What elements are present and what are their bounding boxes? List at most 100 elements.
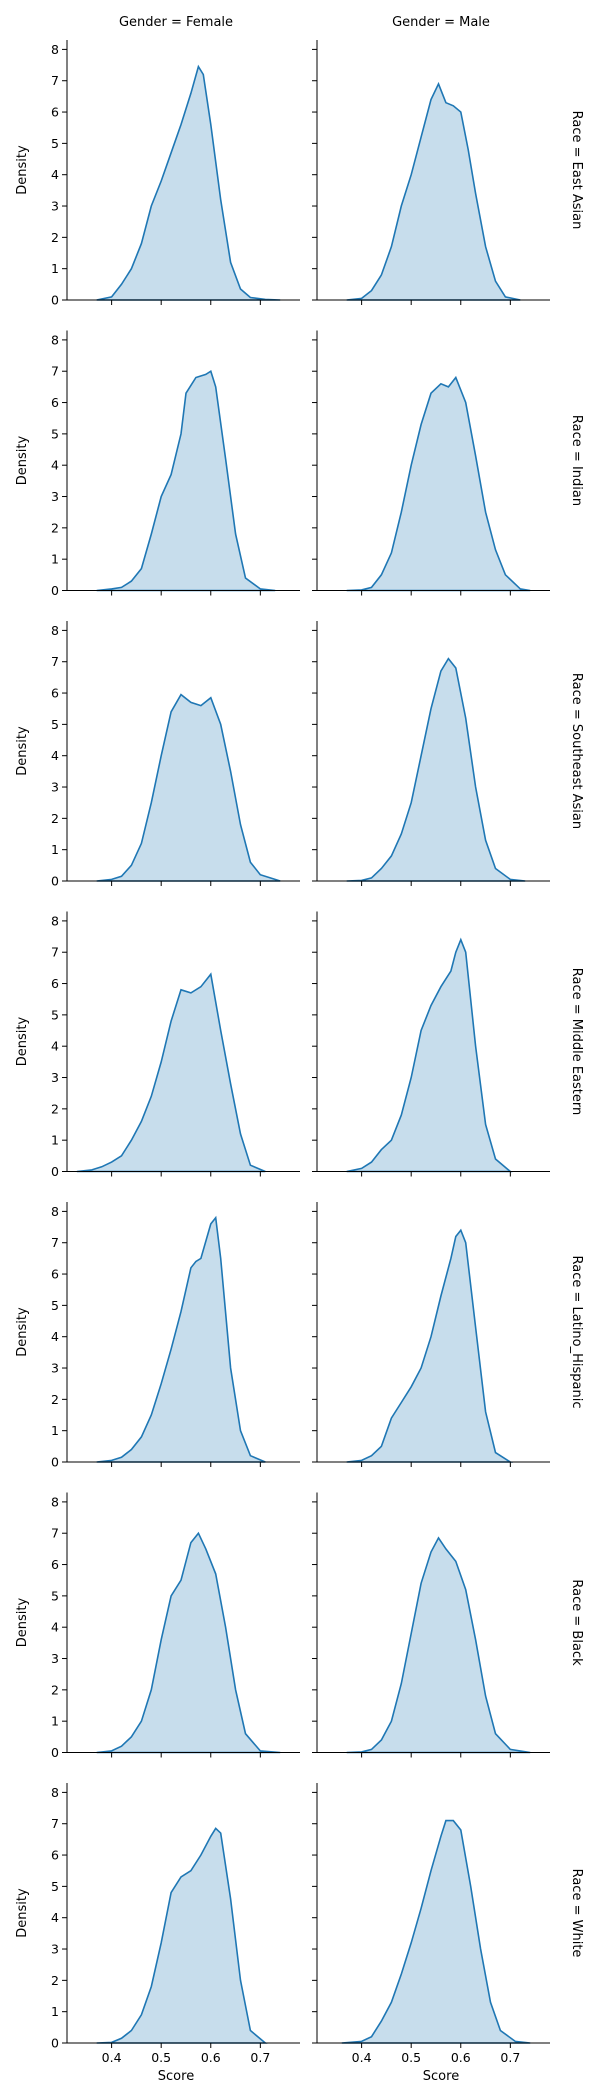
- facet-panel-r0-c0: 0 1 2 3 4 5 6 7 8 Density: [15, 40, 300, 308]
- y-tick-label: 2: [51, 230, 59, 245]
- density-curve: [96, 1531, 281, 1754]
- y-tick-label: 0: [51, 2036, 59, 2051]
- y-tick-label: 3: [51, 1651, 59, 1666]
- facet-panel-r3-c1: Race = Middle Eastern: [312, 911, 584, 1177]
- y-tick-label: 1: [51, 2004, 59, 2019]
- y-axis-label: Density: [15, 1016, 30, 1066]
- y-tick-label: 4: [51, 1620, 59, 1635]
- y-tick-label: 1: [51, 842, 59, 857]
- density-curve: [341, 1819, 531, 2044]
- y-tick-label: 5: [51, 1588, 59, 1603]
- x-axis-titles: Score Score: [158, 2069, 459, 2084]
- y-axis-label: Density: [15, 726, 30, 776]
- density-curve: [346, 1536, 531, 1754]
- y-tick-label: 2: [51, 1101, 59, 1116]
- y-tick-label: 6: [51, 1267, 59, 1282]
- y-tick-label: 5: [51, 136, 59, 151]
- x-tick-label: 0.5: [401, 2050, 421, 2065]
- facet-panel-r1-c1: Race = Indian: [312, 330, 584, 596]
- y-axis-label: Density: [15, 435, 30, 485]
- x-tick-label: 0.7: [250, 2050, 270, 2065]
- y-axis-label: Density: [15, 1597, 30, 1647]
- y-tick-label: 8: [51, 1494, 59, 1509]
- y-tick-label: 2: [51, 1392, 59, 1407]
- x-tick-label: 0.7: [500, 2050, 520, 2065]
- x-tick-label: 0.4: [102, 2050, 122, 2065]
- y-tick-label: 6: [51, 686, 59, 701]
- row-title: Race = Middle Eastern: [569, 968, 584, 1116]
- column-titles: Gender = Female Gender = Male: [119, 15, 490, 30]
- density-curve: [96, 693, 281, 882]
- col-title-female: Gender = Female: [119, 15, 233, 30]
- facet-panel-r0-c1: Race = East Asian: [312, 40, 584, 305]
- y-tick-label: 2: [51, 811, 59, 826]
- density-curve: [346, 1228, 514, 1463]
- y-tick-label: 6: [51, 395, 59, 410]
- y-tick-label: 7: [51, 654, 59, 669]
- y-tick-label: 3: [51, 780, 59, 795]
- y-tick-label: 5: [51, 1879, 59, 1894]
- x-tick-label: 0.5: [151, 2050, 171, 2065]
- y-tick-label: 7: [51, 1526, 59, 1541]
- y-tick-label: 1: [51, 1714, 59, 1729]
- density-curve: [346, 657, 526, 882]
- density-curve: [346, 375, 531, 592]
- x-tick-label: 0.6: [451, 2050, 471, 2065]
- density-curve: [96, 64, 281, 301]
- facet-panel-r4-c1: Race = Latino_Hispanic: [312, 1202, 584, 1467]
- y-tick-label: 8: [51, 332, 59, 347]
- density-curve: [96, 369, 276, 592]
- y-tick-label: 7: [51, 1235, 59, 1250]
- y-axis-label: Density: [15, 1307, 30, 1357]
- y-tick-label: 0: [51, 1455, 59, 1470]
- x-tick-label: 0.4: [352, 2050, 372, 2065]
- y-tick-label: 7: [51, 945, 59, 960]
- y-tick-label: 0: [51, 583, 59, 598]
- y-tick-label: 0: [51, 874, 59, 889]
- row-title: Race = Southeast Asian: [569, 673, 584, 829]
- y-tick-label: 4: [51, 458, 59, 473]
- y-tick-label: 3: [51, 489, 59, 504]
- facet-panel-r6-c0: 0 1 2 3 4 5 6 7 8 0.4 0.5 0.6 0.7 Density: [15, 1783, 300, 2065]
- y-tick-label: 4: [51, 1039, 59, 1054]
- y-tick-label: 3: [51, 1361, 59, 1376]
- y-tick-label: 5: [51, 426, 59, 441]
- row-title: Race = White: [569, 1869, 584, 1958]
- y-tick-label: 2: [51, 1682, 59, 1697]
- y-tick-label: 1: [51, 1423, 59, 1438]
- y-tick-label: 5: [51, 1007, 59, 1022]
- y-tick-label: 6: [51, 1848, 59, 1863]
- y-tick-label: 6: [51, 105, 59, 120]
- y-tick-label: 0: [51, 1164, 59, 1179]
- row-title: Race = Latino_Hispanic: [569, 1255, 584, 1408]
- y-tick-label: 5: [51, 1298, 59, 1313]
- y-tick-label: 6: [51, 1557, 59, 1572]
- y-tick-label: 4: [51, 1910, 59, 1925]
- y-tick-label: 3: [51, 199, 59, 214]
- x-axis-label-male: Score: [423, 2069, 459, 2084]
- y-tick-label: 8: [51, 623, 59, 638]
- y-tick-label: 4: [51, 748, 59, 763]
- y-tick-label: 4: [51, 167, 59, 182]
- y-tick-label: 1: [51, 261, 59, 276]
- row-title: Race = East Asian: [569, 111, 584, 230]
- y-axis-label: Density: [15, 145, 30, 195]
- y-tick-label: 0: [51, 293, 59, 308]
- y-tick-label: 6: [51, 976, 59, 991]
- col-title-male: Gender = Male: [392, 15, 490, 30]
- y-tick-label: 4: [51, 1329, 59, 1344]
- density-curve: [96, 1827, 268, 2044]
- density-curve: [96, 1215, 266, 1463]
- x-axis-label-female: Score: [158, 2069, 194, 2084]
- density-curve: [76, 972, 266, 1173]
- y-tick-label: 0: [51, 1745, 59, 1760]
- y-tick-label: 8: [51, 1785, 59, 1800]
- y-tick-label: 2: [51, 1973, 59, 1988]
- facet-panel-r2-c0: 0 1 2 3 4 5 6 7 8 Density: [15, 621, 300, 889]
- y-tick-label: 7: [51, 73, 59, 88]
- density-curve: [346, 81, 521, 301]
- facet-panels: 0 1 2 3 4 5 6 7 8 Density Race = East Asian 0 1 2 3 4 5 6…: [15, 40, 584, 2065]
- y-tick-label: 3: [51, 1942, 59, 1957]
- y-tick-label: 7: [51, 364, 59, 379]
